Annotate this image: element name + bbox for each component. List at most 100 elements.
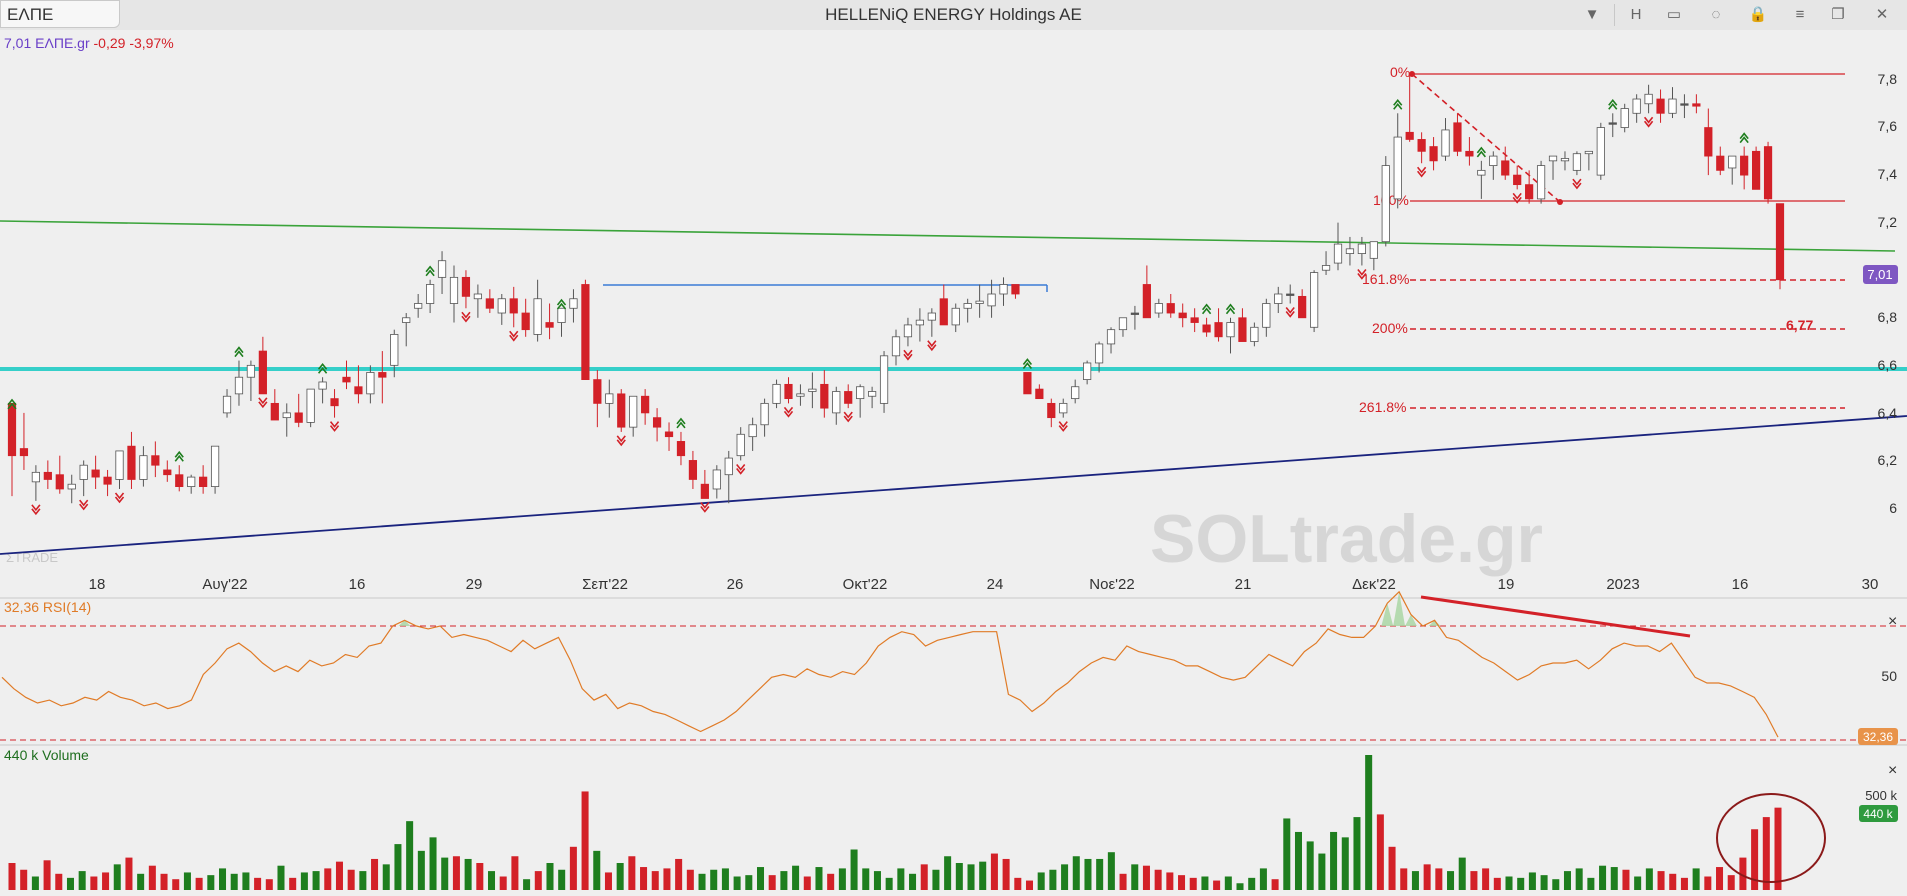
candle-body[interactable] xyxy=(844,391,853,404)
volume-bar[interactable] xyxy=(604,872,612,890)
volume-bar[interactable] xyxy=(733,876,741,891)
volume-bar[interactable] xyxy=(1762,817,1770,890)
volume-bar[interactable] xyxy=(300,872,308,890)
volume-bar[interactable] xyxy=(1400,868,1408,890)
volume-bar[interactable] xyxy=(523,879,531,890)
volume-bar[interactable] xyxy=(1447,871,1455,890)
candle-body[interactable] xyxy=(712,469,721,490)
candle-body[interactable] xyxy=(1548,155,1558,162)
volume-bar[interactable] xyxy=(1563,871,1571,890)
volume-bar[interactable] xyxy=(1096,858,1104,890)
candle-body[interactable] xyxy=(378,372,387,378)
candle-body[interactable] xyxy=(1369,241,1378,259)
volume-bar[interactable] xyxy=(1049,869,1057,890)
h-button[interactable]: H xyxy=(1630,6,1642,23)
volume-bar[interactable] xyxy=(745,875,753,890)
candle-body[interactable] xyxy=(282,412,291,419)
volume-bar[interactable] xyxy=(873,871,881,890)
candle-body[interactable] xyxy=(1775,203,1785,281)
volume-bar[interactable] xyxy=(593,850,601,890)
candle-body[interactable] xyxy=(1536,165,1546,200)
volume-bar[interactable] xyxy=(1411,871,1419,890)
volume-bar[interactable] xyxy=(1037,872,1045,890)
candle-body[interactable] xyxy=(1393,136,1402,200)
close-icon[interactable]: ✕ xyxy=(1875,6,1889,23)
volume-bar[interactable] xyxy=(1259,868,1267,890)
volume-bar[interactable] xyxy=(815,867,823,890)
candle-body[interactable] xyxy=(127,445,136,480)
volume-bar[interactable] xyxy=(885,877,893,890)
candle-body[interactable] xyxy=(808,388,817,392)
candle-body[interactable] xyxy=(318,381,327,390)
candle-body[interactable] xyxy=(1608,122,1617,125)
candle-body[interactable] xyxy=(187,476,196,488)
candle-body[interactable] xyxy=(1250,326,1259,342)
volume-bar[interactable] xyxy=(756,867,765,890)
candle-body[interactable] xyxy=(163,469,172,476)
candle-body[interactable] xyxy=(903,324,913,338)
candle-body[interactable] xyxy=(1023,372,1032,395)
candle-body[interactable] xyxy=(879,355,889,404)
volume-bar[interactable] xyxy=(675,858,683,890)
volume-bar[interactable] xyxy=(546,863,554,890)
volume-bar[interactable] xyxy=(113,864,121,890)
candle-body[interactable] xyxy=(1572,153,1582,171)
candle-body[interactable] xyxy=(1047,402,1056,419)
candle-body[interactable] xyxy=(258,350,267,395)
candle-body[interactable] xyxy=(664,431,674,438)
volume-bar[interactable] xyxy=(897,868,905,890)
candle-body[interactable] xyxy=(1118,317,1128,331)
candle-body[interactable] xyxy=(1035,388,1044,400)
volume-bar[interactable] xyxy=(1458,857,1466,890)
candle-body[interactable] xyxy=(402,317,411,323)
candle-body[interactable] xyxy=(1405,131,1414,140)
volume-bar[interactable] xyxy=(1376,814,1384,890)
candle-body[interactable] xyxy=(151,455,160,466)
candle-body[interactable] xyxy=(832,391,841,414)
candle-body[interactable] xyxy=(784,383,793,400)
volume-bar[interactable] xyxy=(955,863,963,890)
volume-bar[interactable] xyxy=(1774,807,1782,890)
candle-body[interactable] xyxy=(1489,155,1498,166)
candle-body[interactable] xyxy=(330,398,339,407)
candle-body[interactable] xyxy=(19,448,29,457)
candle-body[interactable] xyxy=(891,336,901,357)
candle-body[interactable] xyxy=(210,445,220,487)
volume-bar[interactable] xyxy=(1201,876,1209,891)
candle-body[interactable] xyxy=(1094,343,1104,364)
candle-body[interactable] xyxy=(1441,129,1450,157)
volume-bar[interactable] xyxy=(990,853,998,890)
volume-bar[interactable] xyxy=(1517,877,1525,890)
volume-bar[interactable] xyxy=(1482,868,1490,890)
candle-body[interactable] xyxy=(1298,295,1307,319)
volume-bar[interactable] xyxy=(920,864,928,890)
volume-bar[interactable] xyxy=(558,869,566,890)
candle-body[interactable] xyxy=(569,298,578,309)
volume-bar[interactable] xyxy=(780,871,788,890)
rsi-divergence-line[interactable] xyxy=(1420,595,1691,638)
volume-bar[interactable] xyxy=(909,873,917,890)
candle-body[interactable] xyxy=(55,474,64,490)
volume-bar[interactable] xyxy=(8,863,16,890)
volume-bar[interactable] xyxy=(359,871,367,890)
candle-body[interactable] xyxy=(1321,265,1331,271)
volume-close-icon[interactable]: × xyxy=(1888,762,1897,779)
volume-bar[interactable] xyxy=(1716,867,1724,890)
volume-bar[interactable] xyxy=(850,849,858,891)
volume-bar[interactable] xyxy=(1751,829,1759,890)
candle-body[interactable] xyxy=(449,276,459,304)
volume-bar[interactable] xyxy=(172,879,180,890)
candle-body[interactable] xyxy=(593,379,602,404)
volume-bar[interactable] xyxy=(1493,877,1501,890)
volume-bar[interactable] xyxy=(1353,817,1361,890)
candle-body[interactable] xyxy=(688,460,698,480)
candle-body[interactable] xyxy=(1560,158,1570,162)
volume-bar[interactable] xyxy=(1154,869,1162,890)
volume-bar[interactable] xyxy=(1178,875,1186,890)
candle-body[interactable] xyxy=(557,307,566,323)
candle-body[interactable] xyxy=(1668,98,1677,114)
volume-bar[interactable] xyxy=(1014,877,1022,890)
volume-bar[interactable] xyxy=(1540,875,1548,890)
volume-bar[interactable] xyxy=(1365,755,1373,890)
volume-bar[interactable] xyxy=(1131,864,1139,890)
